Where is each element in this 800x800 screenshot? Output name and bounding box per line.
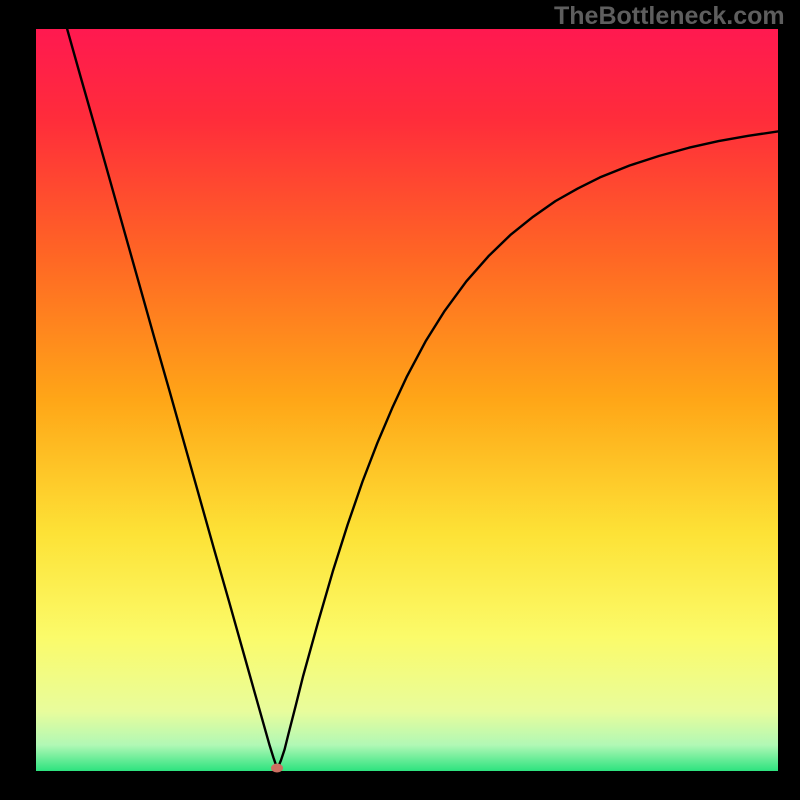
watermark-text: TheBottleneck.com xyxy=(554,2,785,31)
chart-container: TheBottleneck.com xyxy=(0,0,800,800)
curve-line xyxy=(67,29,778,767)
bottleneck-curve xyxy=(36,29,778,771)
plot-area xyxy=(36,29,778,771)
minimum-marker xyxy=(271,764,283,773)
